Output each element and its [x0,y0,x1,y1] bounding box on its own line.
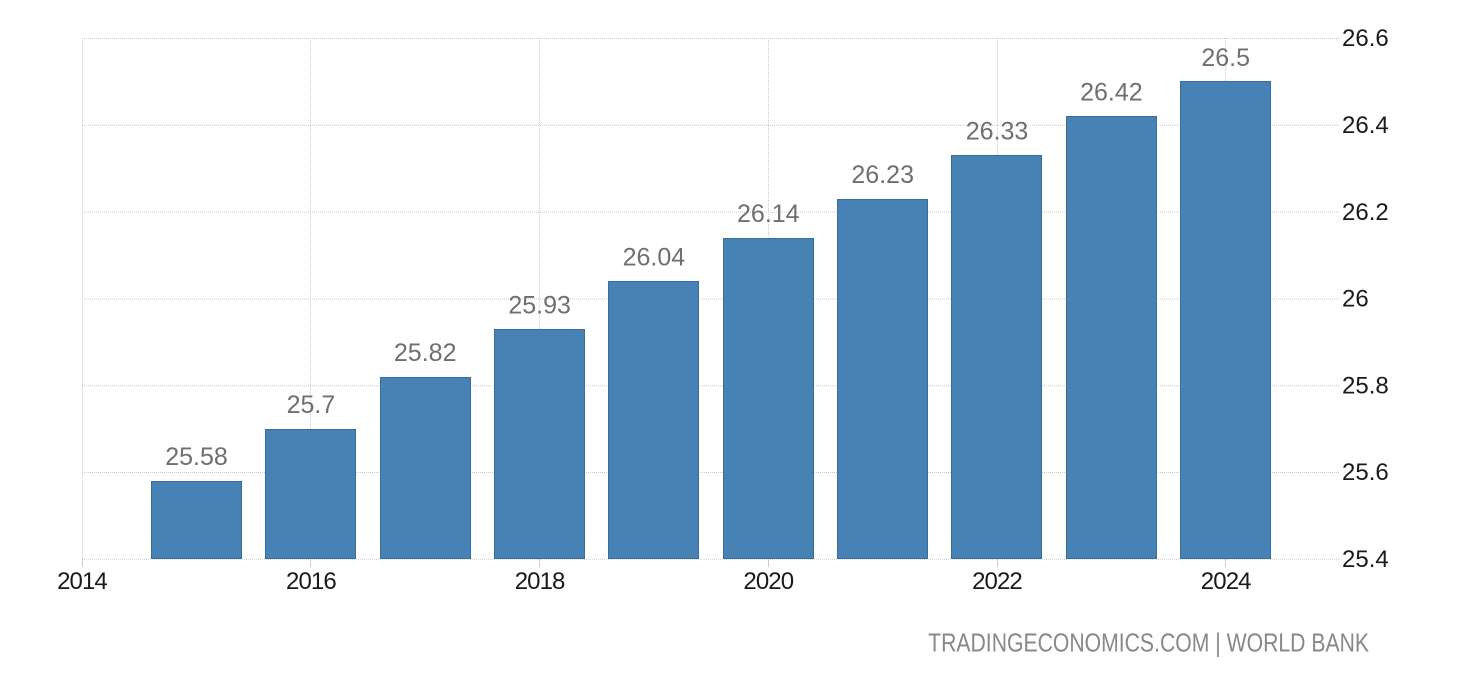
svg-text:25.82: 25.82 [394,339,457,367]
svg-text:25.4: 25.4 [1342,546,1389,573]
svg-text:26.2: 26.2 [1342,199,1389,226]
svg-text:26.14: 26.14 [737,200,800,228]
svg-text:26.4: 26.4 [1342,112,1389,139]
svg-text:2020: 2020 [743,568,793,595]
svg-text:25.93: 25.93 [508,291,571,319]
svg-text:26.42: 26.42 [1080,79,1143,107]
svg-text:2016: 2016 [286,568,336,595]
svg-text:2022: 2022 [972,568,1022,595]
svg-text:26.04: 26.04 [623,244,686,272]
svg-text:26.23: 26.23 [851,161,914,189]
svg-text:2014: 2014 [57,568,107,595]
svg-text:2018: 2018 [515,568,565,595]
svg-text:2024: 2024 [1201,568,1251,595]
svg-text:26.5: 26.5 [1201,44,1250,72]
svg-text:25.58: 25.58 [165,443,228,471]
svg-text:26.6: 26.6 [1342,25,1389,52]
svg-text:25.6: 25.6 [1342,459,1389,486]
svg-text:TRADINGECONOMICS.COM | WORLD B: TRADINGECONOMICS.COM | WORLD BANK [928,630,1369,659]
svg-text:25.8: 25.8 [1342,372,1389,399]
svg-text:25.7: 25.7 [287,391,336,419]
svg-text:26: 26 [1342,286,1369,313]
svg-text:26.33: 26.33 [966,118,1029,146]
